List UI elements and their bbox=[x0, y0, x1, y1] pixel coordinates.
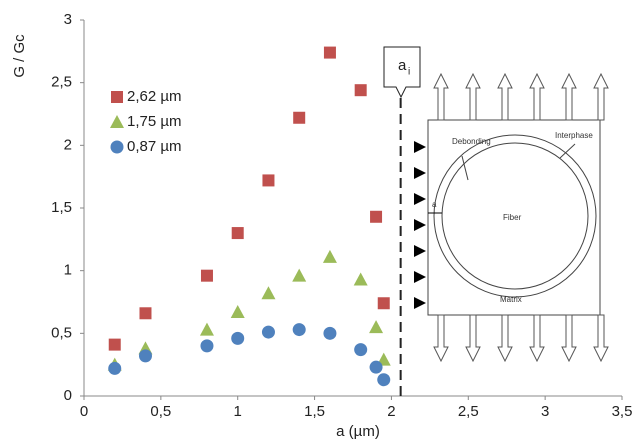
arrow-up bbox=[433, 72, 449, 121]
arrow-down bbox=[529, 314, 545, 363]
marker-triangle bbox=[292, 268, 307, 282]
arrow-up bbox=[561, 72, 577, 121]
marker-square bbox=[200, 269, 213, 282]
x-tick-label: 0 bbox=[80, 403, 88, 420]
legend-marker bbox=[110, 115, 124, 128]
inset-label: a bbox=[432, 200, 437, 209]
y-axis-label: G / Gc bbox=[11, 34, 28, 78]
marker-circle bbox=[138, 349, 152, 363]
x-tick-label: 1 bbox=[234, 403, 242, 420]
arrow-up bbox=[465, 72, 481, 121]
marker-square bbox=[231, 227, 244, 240]
marker-square bbox=[323, 46, 336, 59]
legend-label: 1,75 µm bbox=[127, 113, 182, 130]
arrow-down bbox=[433, 314, 449, 363]
pointer bbox=[559, 143, 576, 159]
marker-square bbox=[377, 297, 390, 310]
inset-label: Matrix bbox=[500, 295, 522, 304]
callout-text: a bbox=[398, 57, 407, 74]
callout-box bbox=[383, 46, 421, 99]
load-arrows bbox=[414, 72, 609, 363]
triangle-load bbox=[414, 271, 426, 283]
marker-square bbox=[262, 174, 275, 187]
inset-label: Debonding bbox=[452, 137, 491, 146]
legend-marker bbox=[111, 91, 123, 103]
y-tick-label: 1,5 bbox=[51, 199, 72, 216]
marker-triangle bbox=[230, 305, 245, 319]
marker-circle bbox=[354, 343, 368, 357]
y-tick-label: 2,5 bbox=[51, 74, 72, 91]
callout-subscript: i bbox=[408, 67, 410, 78]
marker-triangle bbox=[322, 249, 337, 263]
x-axis-label: a (µm) bbox=[336, 423, 380, 440]
inset-diagram bbox=[427, 119, 601, 316]
arrow-down bbox=[561, 314, 577, 363]
y-tick-label: 1 bbox=[64, 262, 72, 279]
marker-circle bbox=[261, 325, 275, 339]
arrow-up bbox=[529, 72, 545, 121]
arrow-up bbox=[593, 72, 609, 121]
marker-triangle bbox=[353, 272, 368, 286]
inset-label: Interphase bbox=[555, 131, 593, 140]
y-tick-label: 0 bbox=[64, 387, 72, 404]
marker-square bbox=[139, 307, 152, 320]
triangle-load bbox=[414, 141, 426, 153]
marker-circle bbox=[377, 373, 391, 387]
arrow-down bbox=[497, 314, 513, 363]
legend-marker bbox=[110, 140, 124, 154]
y-tick-label: 0,5 bbox=[51, 324, 72, 341]
y-tick-label: 2 bbox=[64, 136, 72, 153]
legend-label: 0,87 µm bbox=[127, 138, 182, 155]
pointer bbox=[461, 155, 469, 181]
marker-square bbox=[108, 338, 121, 351]
triangle-load bbox=[414, 193, 426, 205]
marker-triangle bbox=[199, 322, 214, 336]
y-tick-label: 3 bbox=[64, 11, 72, 28]
legend-label: 2,62 µm bbox=[127, 88, 182, 105]
marker-square bbox=[354, 84, 367, 97]
triangle-load bbox=[414, 167, 426, 179]
marker-circle bbox=[292, 323, 306, 337]
fiber-circle bbox=[441, 142, 589, 290]
marker-circle bbox=[200, 339, 214, 353]
x-tick-label: 2,5 bbox=[458, 403, 479, 420]
arrow-up bbox=[497, 72, 513, 121]
triangle-load bbox=[414, 245, 426, 257]
marker-square bbox=[370, 210, 383, 223]
marker-triangle bbox=[369, 320, 384, 334]
triangle-load bbox=[414, 219, 426, 231]
x-tick-label: 2 bbox=[387, 403, 395, 420]
marker-triangle bbox=[261, 286, 276, 300]
arrow-down bbox=[593, 314, 609, 363]
x-tick-label: 0,5 bbox=[150, 403, 171, 420]
marker-circle bbox=[369, 360, 383, 374]
triangle-load bbox=[414, 297, 426, 309]
marker-circle bbox=[323, 326, 337, 340]
matrix-box bbox=[427, 119, 601, 316]
marker-square bbox=[293, 111, 306, 124]
x-tick-label: 3 bbox=[541, 403, 549, 420]
marker-circle bbox=[108, 361, 122, 375]
arrow-down bbox=[465, 314, 481, 363]
x-tick-label: 1,5 bbox=[304, 403, 325, 420]
x-tick-label: 3,5 bbox=[612, 403, 633, 420]
inset-label: Fiber bbox=[503, 213, 522, 222]
marker-circle bbox=[231, 331, 245, 345]
interphase-circle bbox=[433, 134, 597, 298]
